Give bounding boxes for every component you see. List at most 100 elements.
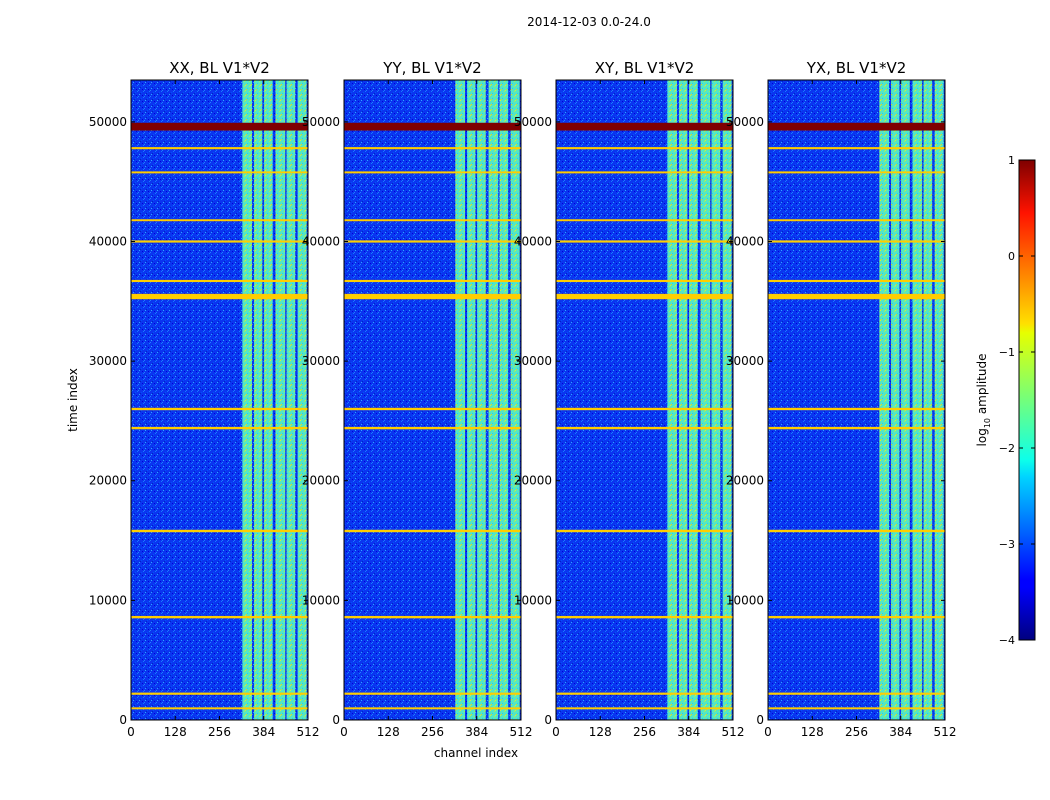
flagged-row-3 [131, 219, 308, 222]
y-tick-label: 40000 [514, 234, 552, 248]
active-band-4 [711, 80, 721, 720]
x-tick-label: 384 [252, 725, 275, 739]
flagged-row-0 [556, 122, 733, 131]
y-tick-label: 10000 [726, 593, 764, 607]
active-band-4 [286, 80, 296, 720]
panel-title: XX, BL V1*V2 [169, 59, 270, 77]
y-tick-label: 10000 [89, 593, 127, 607]
flagged-row-5 [768, 279, 945, 283]
active-band-1 [467, 80, 476, 720]
active-band-3 [275, 80, 286, 720]
x-tick-label: 0 [340, 725, 348, 739]
x-tick-label: 384 [889, 725, 912, 739]
y-tick-label: 50000 [302, 115, 340, 129]
flagged-row-4 [131, 240, 308, 243]
flagged-row-3 [344, 219, 521, 222]
flagged-row-6 [768, 293, 945, 300]
flagged-row-5 [344, 279, 521, 283]
active-band-2 [901, 80, 910, 720]
active-band-5 [297, 80, 307, 720]
flagged-row-8 [556, 426, 733, 430]
flagged-row-10 [556, 615, 733, 619]
flagged-row-2 [556, 171, 733, 174]
x-tick-label: 0 [552, 725, 560, 739]
active-band-5 [722, 80, 732, 720]
flagged-row-10 [131, 615, 308, 619]
flagged-row-6 [556, 293, 733, 300]
flagged-row-10 [768, 615, 945, 619]
y-tick-label: 20000 [726, 474, 764, 488]
flagged-row-0 [768, 122, 945, 131]
active-band-3 [700, 80, 711, 720]
figure-suptitle: 2014-12-03 0.0-24.0 [527, 15, 651, 29]
flagged-row-7 [768, 407, 945, 411]
x-tick-label: 128 [589, 725, 612, 739]
y-tick-label: 0 [756, 713, 764, 727]
colorbar-gradient [1018, 159, 1036, 641]
flagged-row-6 [344, 293, 521, 300]
active-band-1 [679, 80, 688, 720]
x-tick-label: 256 [208, 725, 231, 739]
panel-3: YX, BL V1*V2 0 128 256 384 512 0 10000 20000 3000… [726, 59, 957, 739]
x-tick-label: 384 [465, 725, 488, 739]
x-tick-label: 0 [764, 725, 772, 739]
flagged-row-3 [768, 219, 945, 222]
flagged-row-0 [131, 122, 308, 131]
flagged-row-4 [768, 240, 945, 243]
flagged-row-10 [344, 615, 521, 619]
active-band-3 [912, 80, 923, 720]
y-tick-label: 20000 [514, 474, 552, 488]
y-tick-label: 30000 [89, 354, 127, 368]
flagged-row-5 [556, 279, 733, 283]
flagged-row-12 [131, 707, 308, 710]
flagged-row-8 [344, 426, 521, 430]
y-tick-label: 10000 [514, 593, 552, 607]
flagged-row-4 [556, 240, 733, 243]
flagged-row-3 [556, 219, 733, 222]
active-band-1 [254, 80, 263, 720]
y-tick-label: 0 [332, 713, 340, 727]
active-band-2 [689, 80, 698, 720]
flagged-row-6 [131, 293, 308, 300]
flagged-row-1 [556, 147, 733, 150]
flagged-row-11 [768, 692, 945, 695]
x-tick-label: 256 [845, 725, 868, 739]
active-band-2 [477, 80, 486, 720]
y-tick-label: 10000 [302, 593, 340, 607]
y-axis-label: time index [66, 368, 80, 432]
y-tick-label: 40000 [89, 234, 127, 248]
colorbar-tick-label: −1 [999, 346, 1015, 359]
x-tick-label: 512 [297, 725, 320, 739]
x-tick-label: 128 [801, 725, 824, 739]
flagged-row-12 [556, 707, 733, 710]
active-band-5 [934, 80, 944, 720]
active-band-3 [488, 80, 499, 720]
active-band-4 [499, 80, 509, 720]
flagged-row-9 [344, 529, 521, 533]
x-tick-label: 128 [164, 725, 187, 739]
colorbar-tick-label: −4 [999, 634, 1015, 647]
y-tick-label: 30000 [514, 354, 552, 368]
x-tick-label: 384 [677, 725, 700, 739]
flagged-row-11 [344, 692, 521, 695]
active-band-0 [242, 80, 252, 720]
active-band-0 [455, 80, 465, 720]
flagged-row-1 [768, 147, 945, 150]
active-band-0 [879, 80, 889, 720]
y-tick-label: 50000 [89, 115, 127, 129]
flagged-row-12 [768, 707, 945, 710]
flagged-row-7 [344, 407, 521, 411]
flagged-row-8 [131, 426, 308, 430]
flagged-row-11 [131, 692, 308, 695]
y-tick-label: 40000 [302, 234, 340, 248]
colorbar-tick-label: 0 [1008, 250, 1015, 263]
panel-title: YY, BL V1*V2 [382, 59, 481, 77]
x-tick-label: 256 [633, 725, 656, 739]
y-tick-label: 20000 [302, 474, 340, 488]
flagged-row-2 [768, 171, 945, 174]
panel-title: XY, BL V1*V2 [595, 59, 695, 77]
x-tick-label: 512 [510, 725, 533, 739]
y-tick-label: 0 [119, 713, 127, 727]
x-tick-label: 256 [421, 725, 444, 739]
